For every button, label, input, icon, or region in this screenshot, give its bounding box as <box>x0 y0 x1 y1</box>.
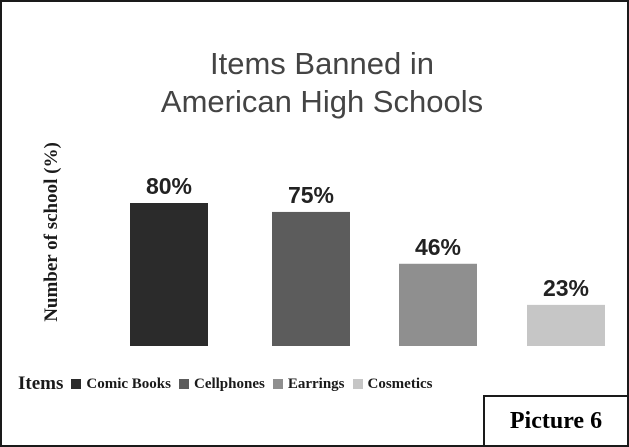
chart-title-line-1: Items Banned in <box>209 46 435 81</box>
legend: Items Comic Books Cellphones Earrings Co… <box>18 373 433 395</box>
legend-label: Cellphones <box>193 375 265 392</box>
bar-cosmetics <box>527 304 605 346</box>
legend-item-earrings: Earrings <box>272 375 345 393</box>
picture-caption: Picture 6 <box>483 395 627 445</box>
x-axis-label: Items <box>18 373 64 394</box>
legend-label: Comic Books <box>86 375 171 392</box>
legend-label: Cosmetics <box>367 375 433 392</box>
legend-item-cellphones: Cellphones <box>178 375 265 393</box>
legend-item-comic-books: Comic Books <box>71 376 171 393</box>
legend-item-cosmetics: Cosmetics <box>352 375 433 393</box>
data-label: 75% <box>288 182 334 208</box>
bar-comic-books <box>130 203 208 346</box>
chart-title-line-2: American High Schools <box>160 84 484 119</box>
bar-cellphones <box>272 211 350 346</box>
data-label: 46% <box>415 234 461 260</box>
data-label: 23% <box>543 275 589 301</box>
legend-swatch <box>178 379 189 389</box>
data-label: 80% <box>146 173 192 199</box>
bar-earrings <box>399 263 477 346</box>
legend-swatch <box>272 379 283 389</box>
legend-swatch <box>352 379 363 389</box>
legend-label: Earrings <box>287 375 345 392</box>
legend-swatch <box>71 379 82 389</box>
